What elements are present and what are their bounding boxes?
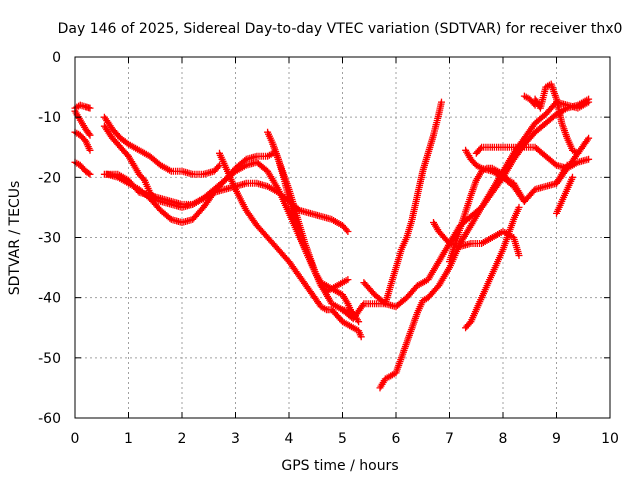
- x-tick-label: 4: [285, 431, 294, 447]
- y-tick-label: -50: [38, 351, 61, 367]
- x-tick-label: 5: [338, 431, 347, 447]
- series-track-22: [520, 92, 539, 109]
- x-tick-label: 6: [392, 431, 401, 447]
- plot-area: [71, 80, 593, 392]
- series-track-23: [553, 173, 576, 217]
- x-axis-label: GPS time / hours: [281, 458, 398, 474]
- y-tick-label: -60: [38, 411, 61, 427]
- series-track-14: [360, 98, 445, 308]
- x-tick-label: 0: [71, 431, 80, 447]
- series-track-21: [531, 80, 582, 157]
- x-tick-label: 3: [231, 431, 240, 447]
- y-axis-label: SDTVAR / TECUs: [7, 181, 23, 296]
- x-tick-label: 7: [445, 431, 454, 447]
- grid: [75, 57, 610, 418]
- y-tick-label: -40: [38, 291, 61, 307]
- x-tick-label: 8: [499, 431, 508, 447]
- y-tick-label: -30: [38, 231, 61, 247]
- series-track-15: [376, 98, 593, 392]
- series-track-5: [100, 113, 223, 178]
- x-tick-label: 2: [178, 431, 187, 447]
- x-tick-label: 10: [601, 431, 619, 447]
- y-tick-label: 0: [52, 50, 61, 66]
- series-track-20: [462, 203, 523, 332]
- series-track-24: [553, 161, 571, 187]
- series-track-6: [100, 122, 159, 202]
- y-tick-label: -20: [38, 170, 61, 186]
- x-tick-label: 1: [124, 431, 133, 447]
- chart-title: Day 146 of 2025, Sidereal Day-to-day VTE…: [58, 21, 623, 37]
- x-tick-label: 9: [552, 431, 561, 447]
- y-tick-label: -10: [38, 110, 61, 126]
- series-track-12: [269, 140, 357, 320]
- axis-ticks: 0 1 2 3 4 5 6 7 8 9 10 0 -10 -20 -30 -40 -50 -60: [38, 50, 619, 447]
